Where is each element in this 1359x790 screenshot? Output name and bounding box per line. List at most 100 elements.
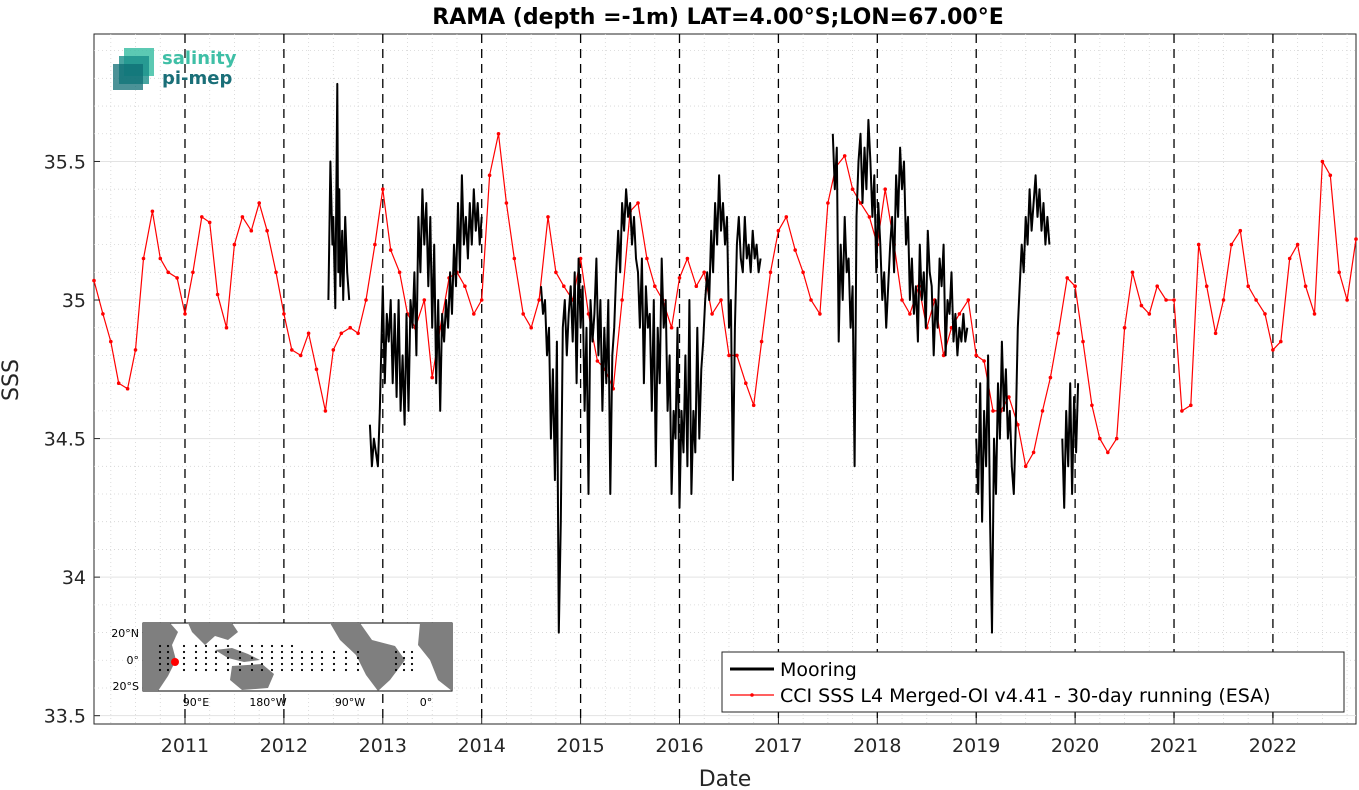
array-buoy-dot <box>394 656 398 660</box>
cci-series-point <box>941 353 946 358</box>
array-buoy-dot <box>226 668 230 672</box>
cci-series-point <box>867 215 872 219</box>
cci-series-point <box>1279 339 1283 344</box>
cci-series-point <box>430 375 435 380</box>
array-buoy-dot <box>270 656 274 660</box>
array-buoy-dot <box>226 662 230 666</box>
cci-series-point <box>1196 242 1201 247</box>
array-buoy-dot <box>238 650 242 654</box>
map-lon-label-0: 0° <box>420 696 433 709</box>
map-lon-label-180w: 180°W <box>249 696 286 709</box>
x-tick-label: 2022 <box>1249 735 1297 757</box>
cci-series-point <box>957 312 962 316</box>
cci-series-point <box>150 209 155 214</box>
array-buoy-dot <box>344 668 348 672</box>
mooring-series-segment <box>831 118 969 468</box>
array-buoy-dot <box>344 656 348 660</box>
array-buoy-dot <box>280 656 284 660</box>
array-buoy-dot <box>310 668 314 672</box>
y-tick-label: 35 <box>62 290 86 312</box>
mooring-series <box>327 82 1080 634</box>
x-axis-label: Date <box>699 767 752 790</box>
cci-series-point <box>719 298 723 302</box>
x-tick-labels: 2011 2012 2013 2014 2015 2016 2017 2018 2019 2020… <box>161 718 1297 757</box>
mooring-series-segment <box>327 82 351 310</box>
cci-series-point <box>751 403 756 408</box>
array-buoy-dot <box>332 662 336 666</box>
cci-series-point <box>381 187 385 191</box>
array-buoy-dot <box>300 656 304 660</box>
x-tick-label: 2015 <box>556 735 604 757</box>
cci-series-point <box>578 256 583 261</box>
array-buoy-dot <box>344 662 348 666</box>
cci-series-point <box>685 256 690 261</box>
cci-series-point <box>735 353 739 358</box>
array-buoy-dot <box>226 644 230 648</box>
cci-series-point <box>422 298 427 302</box>
array-buoy-dot <box>394 650 398 654</box>
cci-series-point <box>1213 331 1218 336</box>
cci-series-point <box>364 298 368 302</box>
inset-map: 20°N 0° 20°S 90°E 180°W 90°W 0° <box>111 622 453 709</box>
array-buoy-dot <box>300 662 304 666</box>
cci-series-point <box>645 256 649 261</box>
cci-series-point <box>1287 256 1292 261</box>
cci-series-point <box>323 409 328 413</box>
array-buoy-dot <box>402 656 406 660</box>
array-buoy-dot <box>356 650 360 654</box>
year-marker-lines <box>184 34 1274 724</box>
cci-series-point <box>1254 298 1258 302</box>
west-africa-landmass <box>418 623 452 691</box>
array-buoy-dot <box>194 656 198 660</box>
x-tick-label: 2017 <box>754 735 802 757</box>
cci-series-point <box>759 339 764 344</box>
asia-landmass <box>188 623 238 645</box>
array-buoy-dot <box>204 656 208 660</box>
cci-series-point <box>314 367 319 372</box>
cci-series-point <box>388 248 393 252</box>
cci-series-point <box>1122 325 1127 330</box>
array-buoy-dot <box>300 650 304 654</box>
array-buoy-dot <box>194 662 198 666</box>
array-buoy-dot <box>320 662 324 666</box>
cci-series-point <box>908 312 912 316</box>
mooring-series-segment <box>540 174 762 634</box>
cci-series-point <box>92 278 96 283</box>
map-lat-label-20s: 20°S <box>113 680 139 693</box>
y-tick-label: 34 <box>62 567 86 589</box>
array-buoy-dot <box>250 662 254 666</box>
x-tick-label: 2018 <box>853 735 901 757</box>
logo-line1: salinity <box>162 48 237 69</box>
x-tick-label: 2019 <box>952 735 1000 757</box>
array-buoy-dot <box>290 662 294 666</box>
cci-series-point <box>809 298 813 302</box>
y-tick-labels: 33.5 34 34.5 35 35.5 <box>44 151 100 728</box>
x-tick-label: 2011 <box>161 735 209 757</box>
array-buoy-dot <box>402 668 406 672</box>
cci-series-point <box>207 220 212 225</box>
array-buoy-dot <box>310 650 314 654</box>
array-buoy-dot <box>158 662 162 666</box>
cci-series-point <box>620 298 624 302</box>
cci-series-point <box>826 201 830 205</box>
array-buoy-dot <box>320 668 324 672</box>
cci-series-point <box>1048 375 1053 380</box>
legend-box <box>721 651 1345 713</box>
array-buoy-dot <box>260 656 264 660</box>
array-buoy-dot <box>182 668 186 672</box>
array-buoy-dot <box>158 668 162 672</box>
array-buoy-dot <box>356 662 360 666</box>
cci-series-point <box>1204 284 1209 289</box>
cci-series-point <box>784 215 789 219</box>
cci-series-point <box>974 353 978 358</box>
cci-series-point <box>1328 173 1333 178</box>
map-lat-label-20n: 20°N <box>111 627 139 640</box>
mooring-array-dots <box>158 644 414 672</box>
cci-series-point <box>1081 339 1085 344</box>
cci-series-point <box>1303 284 1308 289</box>
cci-series-point <box>298 353 303 358</box>
array-buoy-dot <box>402 662 406 666</box>
array-buoy-dot <box>270 644 274 648</box>
array-buoy-dot <box>260 662 264 666</box>
